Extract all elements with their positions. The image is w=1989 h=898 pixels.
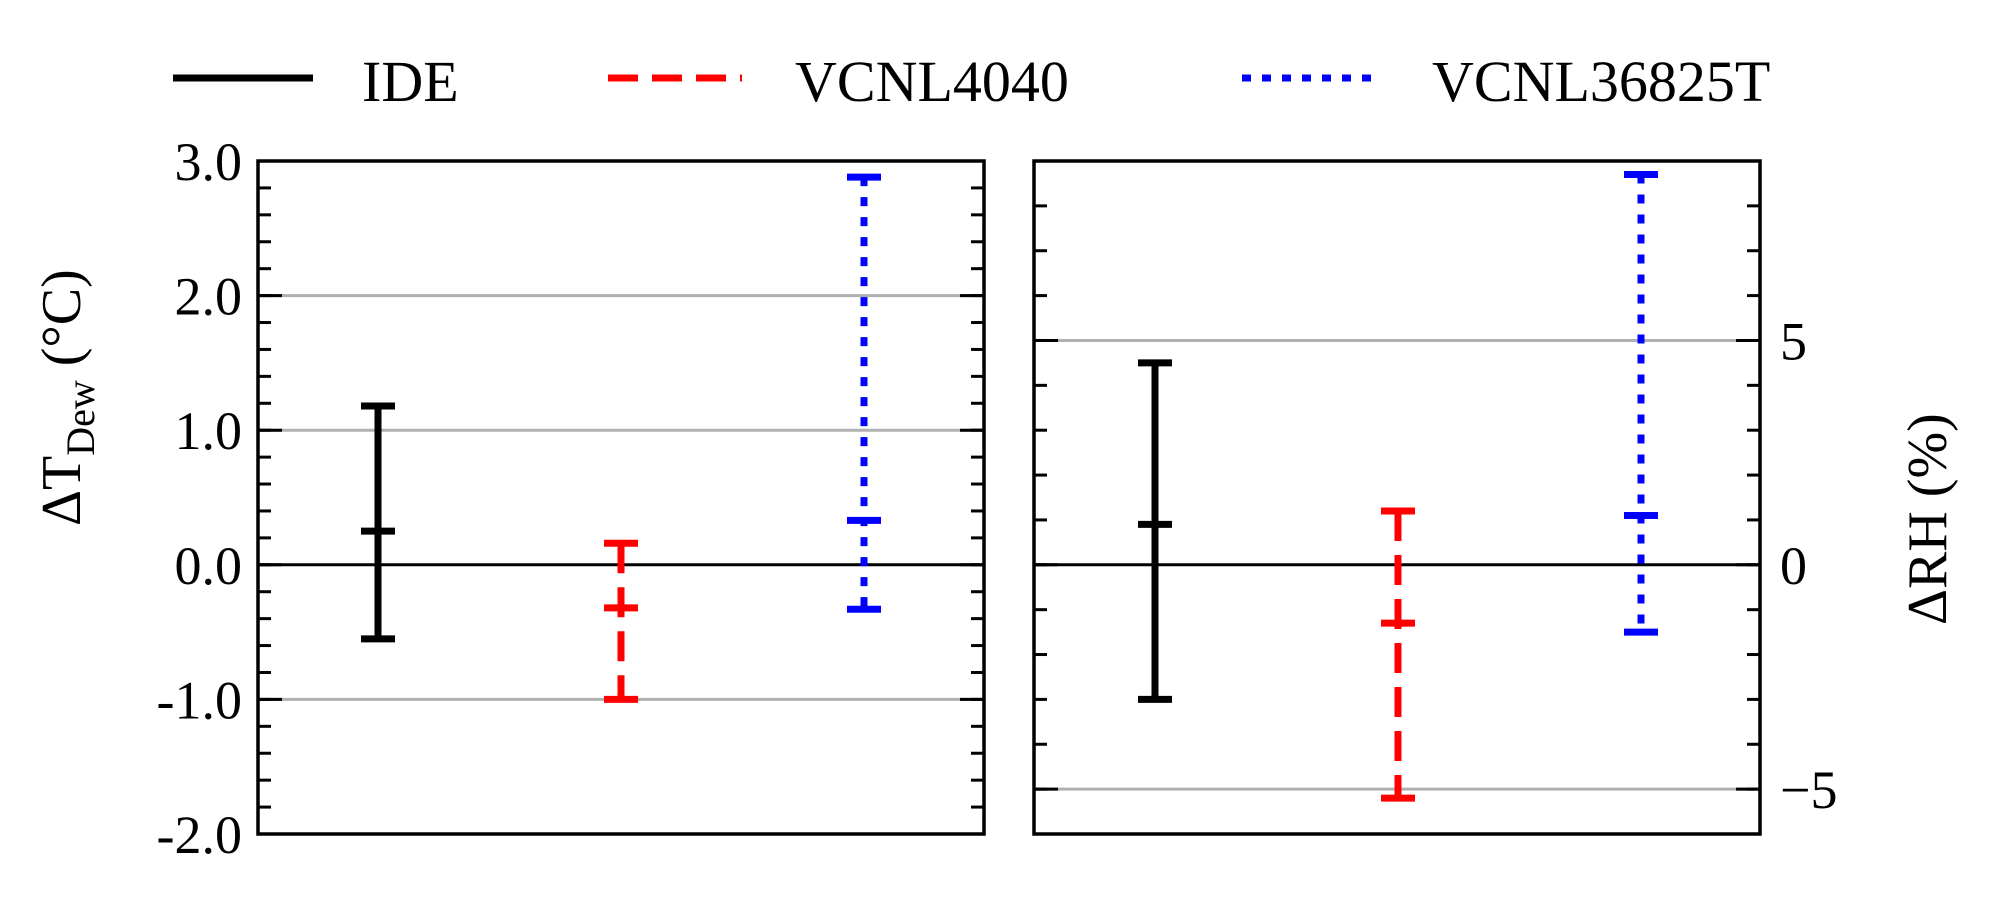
left-y-tick-label: 0.0 <box>175 536 243 596</box>
right-y-tick-label: 5 <box>1780 311 1807 371</box>
legend: IDE VCNL4040 VCNL36825T <box>173 49 1770 114</box>
left-y-tick-label: -1.0 <box>157 670 242 730</box>
legend-entry-ide: IDE <box>173 49 459 114</box>
right-panel-humidity: ΔRH (%) −5 0 5 <box>1032 159 1959 836</box>
legend-label-vcnl4040: VCNL4040 <box>795 49 1069 114</box>
y-axis-title-unit: (°C) <box>31 269 93 380</box>
y-axis-title-main: ΔT <box>31 456 93 526</box>
right-y-tick-label: −5 <box>1780 760 1837 820</box>
y-axis-title-rh: ΔRH (%) <box>1897 413 1959 625</box>
left-y-tick-label: -2.0 <box>157 805 242 865</box>
y-axis-title-subscript: Dew <box>58 380 103 456</box>
legend-label-ide: IDE <box>362 49 459 114</box>
left-y-tick-label: 2.0 <box>175 267 243 327</box>
legend-entry-vcnl36825t: VCNL36825T <box>1242 49 1770 114</box>
left-y-tick-label: 3.0 <box>175 132 243 192</box>
left-y-tick-label: 1.0 <box>175 401 243 461</box>
legend-label-vcnl36825t: VCNL36825T <box>1432 49 1770 114</box>
left-panel-temperature: ΔTDew (°C) -2.0 -1.0 0.0 1.0 2.0 3.0 <box>31 132 986 865</box>
legend-entry-vcnl4040: VCNL4040 <box>608 49 1069 114</box>
right-plot-frame <box>1032 159 1762 836</box>
y-axis-title-dew-temperature: ΔTDew (°C) <box>31 269 103 526</box>
left-plot-frame <box>256 159 986 836</box>
right-y-tick-label: 0 <box>1780 536 1807 596</box>
